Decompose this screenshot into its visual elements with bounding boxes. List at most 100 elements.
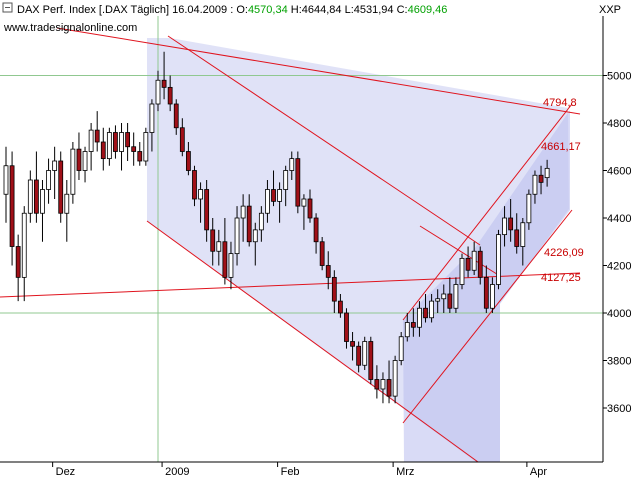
candle-body	[265, 189, 270, 214]
candle-body	[362, 341, 368, 366]
candle-body	[15, 246, 21, 278]
trendline-value-label: 4226,09	[544, 247, 584, 259]
candle-body	[325, 265, 331, 278]
candle-body	[34, 179, 39, 214]
candle-body	[337, 300, 343, 314]
source-url: www.tradesignalonline.com	[3, 22, 137, 34]
candle-body	[52, 160, 58, 171]
candle-body	[331, 276, 337, 302]
candle-body	[344, 312, 349, 342]
trendline-up-channel-bottom	[402, 209, 573, 424]
candle-body	[173, 103, 179, 129]
x-tick-label: Dez	[56, 466, 76, 478]
candle-body	[46, 170, 51, 190]
candle-body	[319, 241, 325, 266]
candle-body	[350, 341, 355, 347]
candle-body	[386, 379, 392, 397]
candle-body	[514, 229, 520, 247]
trendline-down-channel-bottom	[146, 220, 479, 463]
candle-body	[410, 322, 416, 328]
candle-body	[483, 276, 489, 309]
candle-body	[179, 127, 185, 152]
candle-body	[82, 151, 88, 171]
candle-body	[307, 198, 313, 219]
trendline-down-channel-top	[167, 35, 481, 246]
candle-body	[301, 198, 307, 207]
candle-body	[271, 189, 276, 202]
candle-body	[234, 217, 240, 255]
candle-body	[398, 336, 404, 361]
trendline-upper-resistance	[56, 27, 581, 115]
candle-body	[222, 241, 228, 278]
candle-body	[125, 132, 130, 148]
axis-unit-label: XXP	[599, 4, 621, 16]
candle-body	[526, 193, 532, 224]
candle-body	[544, 167, 550, 179]
candle-body	[40, 189, 45, 214]
axes: 3600 3800 4000 4200 4400 4600 4800 5000 Dez 2009 F…	[0, 16, 631, 478]
candle-body	[76, 148, 82, 171]
candle-body	[447, 293, 453, 309]
candle-body	[64, 193, 70, 214]
candle-body	[216, 241, 222, 252]
y-tick-label: 4000	[607, 308, 631, 320]
candle-body	[277, 189, 283, 202]
candle-body	[258, 212, 264, 231]
candle-body	[423, 307, 428, 319]
candle-body	[9, 165, 15, 247]
x-tick-label: Apr	[530, 466, 547, 478]
candle-body	[88, 129, 94, 152]
y-tick-label: 5000	[607, 71, 631, 83]
candle-body	[113, 132, 118, 152]
candle-body	[313, 217, 319, 243]
candle-body	[435, 298, 441, 302]
candle-body	[210, 229, 216, 252]
candle-body	[94, 129, 100, 143]
candle-body	[532, 174, 538, 195]
candle-body	[441, 293, 447, 300]
candle-body	[204, 189, 210, 231]
trendline-up-channel-top	[402, 103, 573, 321]
candle-body	[58, 160, 64, 214]
candle-body	[198, 189, 203, 200]
trendline-value-label: 4127,25	[541, 272, 581, 284]
y-tick-label: 3800	[607, 356, 631, 368]
low-value: 4531,94	[354, 4, 394, 16]
candle-body	[149, 103, 155, 133]
trendline-value-label: 4661,17	[541, 141, 581, 153]
candle-body	[283, 170, 289, 190]
candle-body	[27, 179, 33, 214]
candle-body	[508, 217, 514, 231]
candle-body	[429, 300, 435, 319]
y-tick-label: 4600	[607, 166, 631, 178]
candle-body	[100, 141, 106, 160]
close-label: C:	[394, 4, 408, 16]
candle-body	[465, 257, 471, 271]
candle-body	[489, 284, 495, 309]
candle-body	[137, 151, 143, 162]
candle-body	[471, 250, 477, 271]
candle-body	[520, 222, 526, 247]
candle-body	[502, 217, 507, 236]
x-tick-label: 2009	[165, 466, 189, 478]
y-tick-label: 3600	[607, 403, 631, 415]
candle-body	[453, 284, 459, 309]
candles	[3, 51, 550, 404]
trendlines	[0, 27, 581, 463]
candle-body	[368, 341, 374, 380]
candle-body	[459, 257, 465, 285]
header-line: DAX Perf. Index [.DAX Täglich] 16.04.200…	[17, 4, 447, 16]
candle-body	[161, 79, 167, 88]
y-tick-label: 4200	[607, 261, 631, 273]
trendline-value-label: 4794,8	[543, 97, 577, 109]
candle-body	[496, 234, 501, 285]
candle-body	[3, 165, 9, 195]
y-tick-label: 4400	[607, 213, 631, 225]
annotations: 4794,8 4661,17 4226,09 4127,25	[541, 97, 584, 284]
candle-body	[106, 132, 112, 160]
open-value: 4570,34	[248, 4, 288, 16]
x-tick-label: Mrz	[396, 466, 414, 478]
candle-body	[477, 250, 483, 278]
candle-body	[155, 79, 161, 105]
candle-body	[143, 132, 149, 162]
